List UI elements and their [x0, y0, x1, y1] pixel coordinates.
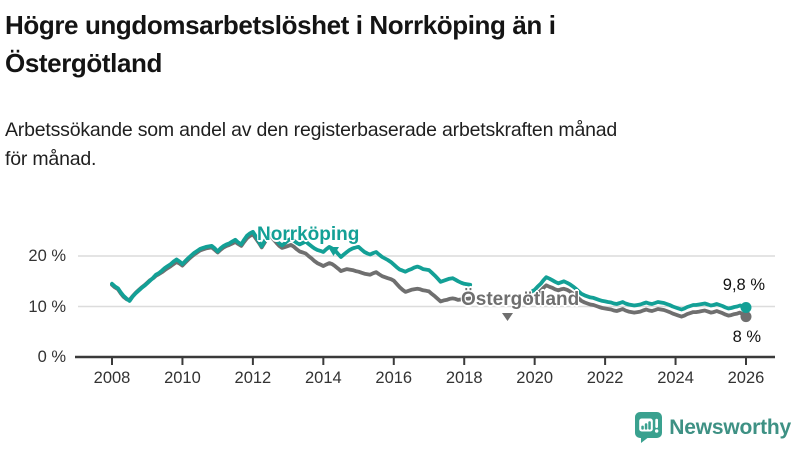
line-ostergotland — [524, 283, 748, 319]
x-axis-label: 2020 — [516, 369, 554, 387]
x-axis-label: 2016 — [375, 369, 413, 387]
x-axis-label: 2008 — [93, 369, 131, 387]
x-axis-label: 2014 — [304, 369, 342, 387]
x-axis-label: 2022 — [586, 369, 624, 387]
y-axis-label: 0 % — [37, 348, 66, 366]
subtitle-line-1: Arbetssökande som andel av den registerb… — [5, 119, 618, 141]
newsworthy-bubble-chart-icon — [635, 412, 663, 443]
y-axis-label: 10 % — [28, 297, 66, 316]
title-line-2: Östergötland — [5, 48, 162, 78]
end-value-ostergotland: 8 % — [732, 328, 761, 346]
x-axis-label: 2012 — [234, 369, 272, 387]
line-norrkoping — [524, 275, 748, 312]
norrkoping-label-pointer — [328, 247, 339, 256]
line-norrkoping — [110, 229, 473, 303]
end-value-norrkoping: 9,8 % — [722, 276, 765, 294]
newsworthy-logo: Newsworthy — [635, 412, 791, 443]
x-axis-label: 2018 — [445, 369, 483, 387]
x-axis-label: 2026 — [727, 369, 765, 387]
chart-subtitle: Arbetssökande som andel av den registerb… — [5, 116, 795, 174]
ostergotland-label-pointer — [502, 313, 513, 321]
y-axis-label: 20 % — [28, 247, 66, 265]
series-label-norrkoping: Norrköping — [257, 224, 360, 245]
end-dot-norrkoping — [740, 302, 752, 314]
series-label-ostergotland: Östergötland — [461, 289, 580, 310]
page-title: Högre ungdomsarbetslöshet i Norrköping ä… — [5, 6, 793, 82]
newsworthy-wordmark: Newsworthy — [669, 415, 791, 439]
title-line-1: Högre ungdomsarbetslöshet i Norrköping ä… — [5, 10, 556, 40]
subtitle-line-2: för månad. — [5, 148, 97, 170]
end-dot-ostergotland — [740, 311, 752, 323]
x-axis-label: 2024 — [657, 369, 694, 387]
x-axis-label: 2010 — [164, 369, 201, 387]
